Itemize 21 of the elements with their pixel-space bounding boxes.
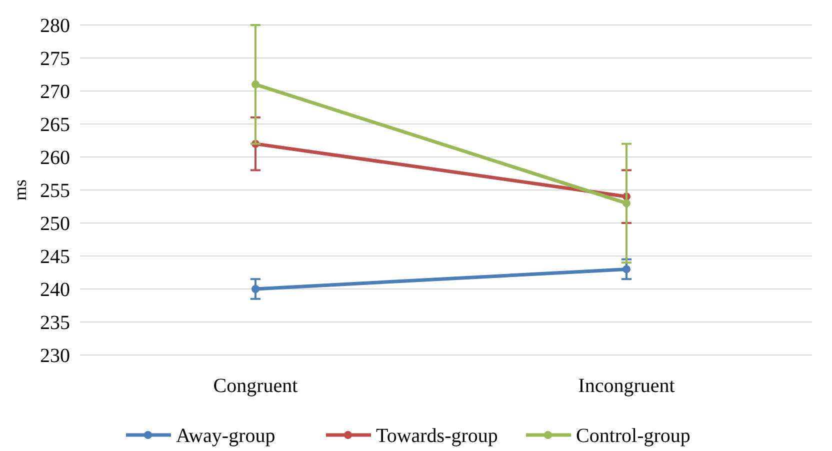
y-tick-label: 235 [40, 312, 70, 334]
y-axis-title: ms [10, 179, 30, 201]
y-tick-label: 270 [40, 81, 70, 103]
y-tick-label: 260 [40, 147, 70, 169]
y-tick-label: 230 [40, 345, 70, 367]
y-tick-label: 245 [40, 246, 70, 268]
legend-label: Control-group [576, 425, 690, 447]
y-tick-label: 265 [40, 114, 70, 136]
x-tick-label: Congruent [213, 375, 298, 397]
y-tick-label: 280 [40, 15, 70, 37]
y-tick-label: 275 [40, 48, 70, 70]
point [252, 80, 260, 88]
point [622, 199, 630, 208]
legend-label: Towards-group [376, 425, 498, 447]
y-tick-label: 250 [40, 213, 70, 235]
y-tick-label: 255 [40, 180, 70, 202]
y-tick-label: 240 [40, 279, 70, 301]
x-tick-label: Incongruent [578, 375, 676, 397]
point [252, 285, 260, 293]
point [622, 265, 630, 274]
legend-label: Away-group [176, 425, 276, 447]
